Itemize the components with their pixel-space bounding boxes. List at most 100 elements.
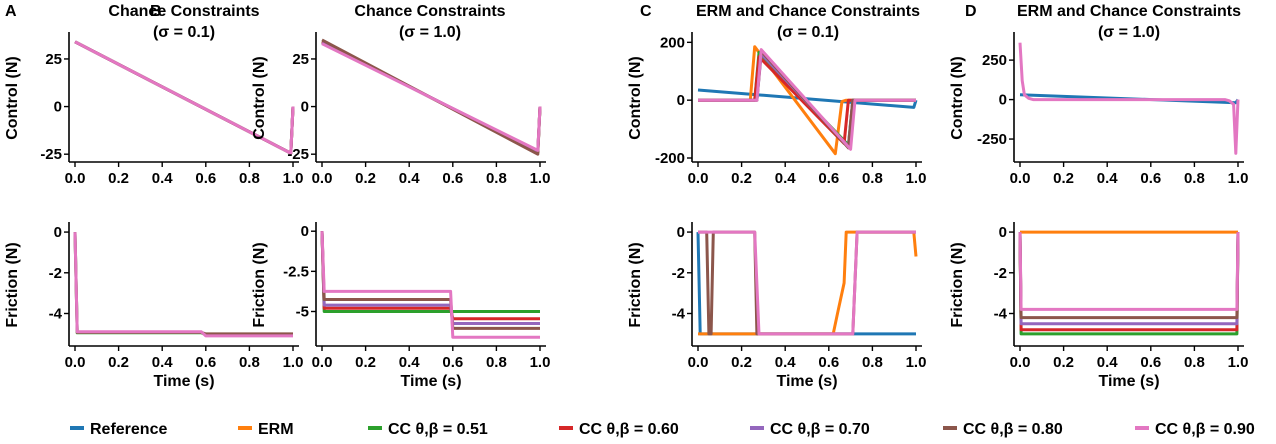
series-line-cc-0-90 [73, 232, 293, 338]
panel-D-control: 0.0 0.2 0.4 0.6 0.8 1.0 250 0 -250 Control (N) ERM… [949, 3, 1248, 187]
x-tick-label: 0.4 [399, 354, 421, 371]
y-tick-label: 0 [301, 223, 309, 240]
panel-C-control: 0.0 0.2 0.4 0.6 0.8 1.0 200 0 -200 Control (N) ERM… [627, 3, 926, 187]
x-tick-label: 0.8 [1184, 170, 1205, 187]
y-tick-label: 250 [982, 52, 1007, 69]
series-line-cc-0-80 [1018, 232, 1240, 320]
x-tick-label: 0.6 [818, 170, 839, 187]
x-tick-label: 0.6 [195, 354, 216, 371]
x-axis-label: Time (s) [776, 373, 837, 390]
y-tick-label: -250 [977, 131, 1007, 148]
x-axis-label: Time (s) [153, 373, 214, 390]
x-tick-label: 0.0 [65, 354, 86, 371]
y-tick-label: -2.5 [283, 263, 309, 280]
panel-title: ERM and Chance Constraints [1017, 3, 1241, 20]
x-tick-label: 0.0 [312, 170, 333, 187]
y-tick-label: -2 [49, 265, 62, 282]
x-tick-label: 1.0 [283, 170, 304, 187]
x-tick-label: 0.2 [108, 170, 129, 187]
x-tick-label: 0.0 [688, 354, 709, 371]
x-tick-label: 0.8 [239, 170, 260, 187]
y-tick-label: -25 [287, 146, 309, 163]
x-tick-label: 1.0 [1228, 354, 1249, 371]
x-tick-label: 0.2 [355, 354, 376, 371]
y-tick-label: 0 [301, 99, 309, 116]
legend-label: CC θ,β = 0.90 [1155, 421, 1255, 438]
x-tick-label: 0.4 [775, 354, 797, 371]
x-tick-label: 0.6 [818, 354, 839, 371]
x-tick-label: 0.4 [399, 170, 421, 187]
x-tick-label: 1.0 [906, 354, 927, 371]
series-line-cc-0-60 [1018, 232, 1240, 332]
x-tick-label: 0.8 [862, 170, 883, 187]
x-tick-label: 0.0 [312, 354, 333, 371]
legend-item: Reference [70, 421, 167, 438]
x-tick-label: 0.6 [1140, 354, 1161, 371]
panel-subtitle: (σ = 0.1) [153, 24, 215, 41]
legend-item: CC θ,β = 0.90 [1135, 421, 1255, 438]
panel-A-friction: 0.0 0.2 0.4 0.6 0.8 1.0 0 -2 -4 Friction (N) Time … [4, 222, 303, 390]
y-axis-label: Control (N) [251, 56, 268, 140]
panel-subtitle: (σ = 1.0) [399, 24, 461, 41]
panel-A-control: 0.0 0.2 0.4 0.6 0.8 1.0 25 0 -25 Control (N) Chanc… [4, 3, 303, 187]
y-tick-label: 0 [999, 92, 1007, 109]
x-tick-label: 1.0 [530, 170, 551, 187]
legend-label: CC θ,β = 0.51 [388, 421, 488, 438]
y-tick-label: 0 [677, 224, 685, 241]
series-line-cc-0-90 [698, 48, 916, 151]
panel-letter: B [150, 3, 162, 20]
series-line-cc-0-90 [1018, 42, 1240, 155]
y-tick-label: -25 [40, 146, 62, 163]
x-axis-label: Time (s) [1098, 373, 1159, 390]
y-axis-label: Friction (N) [251, 242, 268, 327]
series-line-cc-0-90 [320, 231, 540, 339]
x-tick-label: 0.8 [862, 354, 883, 371]
x-tick-label: 0.2 [1053, 170, 1074, 187]
x-tick-label: 0.0 [688, 170, 709, 187]
legend-label: CC θ,β = 0.70 [770, 421, 870, 438]
x-tick-label: 0.2 [1053, 354, 1074, 371]
y-tick-label: 0 [677, 92, 685, 109]
legend-label: CC θ,β = 0.60 [579, 421, 679, 438]
x-tick-label: 1.0 [906, 170, 927, 187]
legend-label: CC θ,β = 0.80 [963, 421, 1063, 438]
y-tick-label: -200 [655, 150, 685, 167]
x-tick-label: 0.8 [239, 354, 260, 371]
series-line-reference [697, 88, 918, 109]
y-tick-label: 200 [660, 34, 685, 51]
legend-item: ERM [238, 421, 294, 438]
series-line-cc-0-90 [74, 40, 295, 155]
x-tick-label: 1.0 [1228, 170, 1249, 187]
x-tick-label: 0.0 [65, 170, 86, 187]
y-axis-label: Control (N) [4, 56, 21, 140]
panel-title: Chance Constraints [108, 3, 259, 20]
panel-C-friction: 0.0 0.2 0.4 0.6 0.8 1.0 0 -2 -4 Friction (N) Time … [627, 222, 926, 390]
x-tick-label: 0.8 [1184, 354, 1205, 371]
x-tick-label: 0.2 [108, 354, 129, 371]
x-tick-label: 0.0 [1010, 354, 1031, 371]
panel-subtitle: (σ = 1.0) [1098, 24, 1160, 41]
panel-B-control: 0.0 0.2 0.4 0.6 0.8 1.0 25 0 -25 Control (N) Chanc… [150, 3, 550, 187]
x-tick-label: 1.0 [530, 354, 551, 371]
series-line-reference [696, 232, 916, 336]
series-line-erm [698, 230, 918, 336]
series-line-cc-0-90 [321, 42, 542, 152]
series-line-cc-0-90 [698, 230, 916, 336]
y-tick-label: 0 [54, 99, 62, 116]
legend-item: CC θ,β = 0.80 [943, 421, 1063, 438]
x-tick-label: 0.8 [486, 170, 507, 187]
y-axis-label: Friction (N) [4, 242, 21, 327]
x-tick-label: 0.0 [1010, 170, 1031, 187]
panel-title: Chance Constraints [354, 3, 505, 20]
x-tick-label: 0.4 [152, 354, 174, 371]
y-tick-label: -2 [672, 265, 685, 282]
legend-item: CC θ,β = 0.70 [750, 421, 870, 438]
x-tick-label: 0.4 [152, 170, 174, 187]
panel-subtitle: (σ = 0.1) [777, 24, 839, 41]
x-tick-label: 0.4 [775, 170, 797, 187]
x-tick-label: 0.2 [355, 170, 376, 187]
x-tick-label: 0.8 [486, 354, 507, 371]
series-line-cc-0-90 [1018, 232, 1240, 311]
panel-title: ERM and Chance Constraints [696, 3, 920, 20]
panel-letter: C [640, 3, 652, 20]
